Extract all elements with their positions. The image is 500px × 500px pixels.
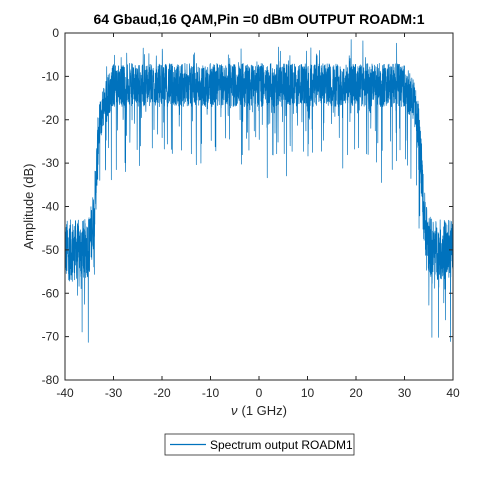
- y-tick-label: -10: [42, 69, 60, 83]
- y-tick-label: -20: [42, 113, 60, 127]
- y-tick-label: -40: [42, 200, 60, 214]
- y-axis-ticks: 0 -10 -20 -30 -40 -50 -60 -70 -80: [42, 26, 453, 387]
- y-tick-label: -80: [42, 373, 60, 387]
- x-axis-unit: (1 GHz): [242, 403, 288, 418]
- legend-box: [164, 433, 355, 456]
- x-tick-label: -20: [153, 386, 171, 400]
- x-tick-label: 30: [398, 386, 412, 400]
- series-line-spectrum-output-roadm1: [64, 39, 454, 343]
- y-tick-label: -30: [42, 156, 60, 170]
- chart-title: 64 Gbaud,16 QAM,Pin =0 dBm OUTPUT ROADM:…: [94, 11, 425, 27]
- x-tick-label: -40: [56, 386, 74, 400]
- x-tick-label: 0: [256, 386, 263, 400]
- legend: Spectrum output ROADM1: [164, 433, 355, 456]
- y-tick-label: -50: [42, 243, 60, 257]
- y-axis-label: Amplitude (dB): [21, 164, 36, 250]
- y-tick-label: 0: [52, 26, 59, 40]
- x-tick-label: 40: [446, 386, 460, 400]
- y-tick-label: -60: [42, 286, 60, 300]
- x-tick-label: 10: [301, 386, 315, 400]
- x-axis-ticks: -40 -30 -20 -10 0 10 20 30 40: [56, 33, 460, 400]
- x-tick-label: -30: [105, 386, 123, 400]
- x-axis-symbol: ν: [231, 403, 238, 418]
- x-axis-label: ν (1 GHz): [231, 403, 287, 418]
- x-tick-label: -10: [202, 386, 220, 400]
- y-tick-label: -70: [42, 330, 60, 344]
- legend-label: Spectrum output ROADM1: [210, 438, 353, 452]
- x-tick-label: 20: [349, 386, 363, 400]
- series-layer: [64, 39, 454, 343]
